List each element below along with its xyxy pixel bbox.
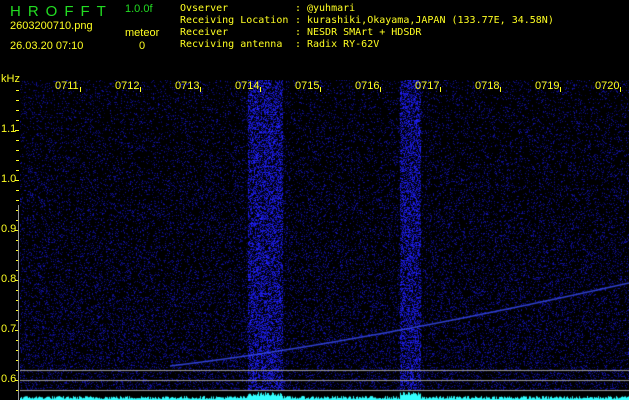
meteor-label: meteor	[125, 27, 160, 39]
y-tick	[15, 280, 19, 281]
time-label: 0715	[295, 80, 320, 92]
y-tick	[16, 370, 19, 371]
y-tick-label: 0.8	[1, 273, 17, 285]
y-tick	[16, 390, 19, 391]
info-labels: Ovserver Receiving Location Receiver Rec…	[180, 3, 288, 51]
time-tick	[500, 87, 501, 92]
info-label: Receiver	[180, 27, 229, 38]
info-value: @yuhmari	[307, 3, 356, 14]
y-tick	[16, 300, 19, 301]
y-tick	[16, 100, 19, 101]
meteor-count: 0	[139, 40, 146, 52]
y-tick-label: 0.7	[1, 323, 17, 335]
y-tick	[16, 250, 19, 251]
y-tick	[16, 270, 19, 271]
y-tick	[16, 350, 19, 351]
time-label: 0714	[235, 80, 260, 92]
info-value: Radix RY-62V	[307, 39, 380, 50]
y-tick	[15, 230, 19, 231]
y-tick-label: 1.1	[1, 123, 17, 135]
info-label: Receiving Location	[180, 15, 289, 26]
y-tick	[16, 260, 19, 261]
y-tick	[16, 360, 19, 361]
y-tick	[16, 170, 19, 171]
info-value: kurashiki,Okayama,JAPAN (133.77E, 34.58N…	[307, 15, 554, 26]
time-tick	[380, 87, 381, 92]
time-tick	[560, 87, 561, 92]
y-tick	[16, 120, 19, 121]
y-tick-label: 0.9	[1, 223, 17, 235]
y-tick	[16, 310, 19, 311]
app-title: HROFFT	[10, 3, 113, 20]
time-label: 0713	[175, 80, 200, 92]
time-tick	[320, 87, 321, 92]
filename: 2603200710.png	[10, 20, 93, 32]
y-tick	[16, 320, 19, 321]
time-label: 0717	[415, 80, 440, 92]
time-tick	[80, 87, 81, 92]
y-tick	[16, 340, 19, 341]
y-tick	[16, 150, 19, 151]
version: 1.0.0f	[125, 3, 153, 15]
info-label: Ovserver	[180, 3, 229, 14]
datetime: 26.03.20 07:10	[10, 40, 84, 52]
level-marker	[18, 205, 19, 400]
time-tick	[260, 87, 261, 92]
info-colons: ::::	[295, 3, 302, 50]
time-label: 0718	[475, 80, 500, 92]
y-tick	[15, 180, 19, 181]
y-tick-label: 0.6	[1, 373, 17, 385]
y-tick	[16, 140, 19, 141]
y-tick	[15, 380, 19, 381]
info-value: NESDR SMArt + HDSDR	[307, 27, 422, 38]
y-tick	[16, 210, 19, 211]
y-tick	[16, 240, 19, 241]
y-tick	[16, 220, 19, 221]
spectrogram	[20, 80, 629, 400]
y-tick	[16, 190, 19, 191]
y-tick	[16, 160, 19, 161]
time-label: 0712	[115, 80, 140, 92]
y-tick	[16, 290, 19, 291]
info-values: @yuhmari kurashiki,Okayama,JAPAN (133.77…	[307, 3, 554, 51]
time-tick	[620, 87, 621, 92]
time-label: 0711	[55, 80, 79, 92]
time-tick	[140, 87, 141, 92]
y-tick	[15, 330, 19, 331]
y-tick	[15, 130, 19, 131]
info-label: Recviving antenna	[180, 39, 283, 50]
y-tick-label: 1.0	[1, 173, 17, 185]
time-tick	[200, 87, 201, 92]
time-tick	[440, 87, 441, 92]
time-label: 0716	[355, 80, 380, 92]
y-unit: kHz	[1, 73, 20, 85]
time-label: 0719	[535, 80, 560, 92]
y-tick	[16, 200, 19, 201]
y-tick	[16, 110, 19, 111]
y-tick	[16, 90, 19, 91]
time-label: 0720	[595, 80, 620, 92]
